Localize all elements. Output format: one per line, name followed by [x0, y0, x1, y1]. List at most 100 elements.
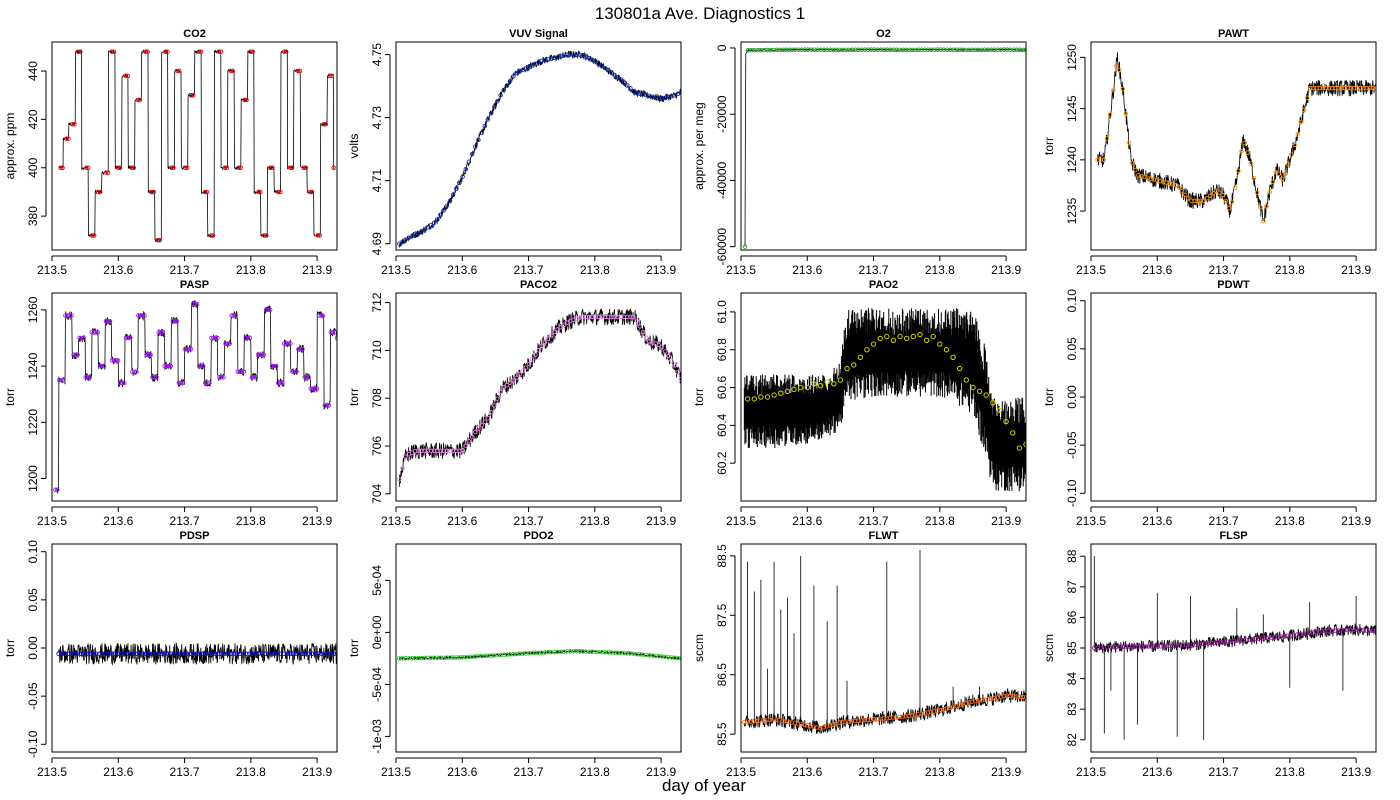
- data-point: [1104, 645, 1110, 650]
- data-point: [130, 369, 135, 374]
- data-point: [466, 159, 472, 164]
- data-point: [154, 375, 159, 380]
- data-point: [100, 651, 105, 657]
- data-point: [250, 651, 255, 657]
- plot-frame: [395, 292, 682, 502]
- data-point: [884, 333, 890, 340]
- data-point: [923, 337, 930, 343]
- data-point: [219, 375, 224, 380]
- data-point: [780, 47, 786, 53]
- data-point: [115, 165, 121, 171]
- data-point: [1176, 185, 1182, 190]
- x-tick-label: 213.9: [991, 514, 1021, 528]
- data-point: [1367, 628, 1372, 633]
- data-point: [97, 363, 103, 369]
- data-point: [315, 233, 321, 238]
- data-point: [58, 165, 63, 171]
- data-point: [1211, 191, 1216, 196]
- data-point: [258, 189, 263, 195]
- data-point: [290, 651, 296, 657]
- data-point: [856, 718, 861, 723]
- data-point: [178, 651, 183, 657]
- data-point: [666, 353, 671, 359]
- data-point: [798, 384, 804, 391]
- data-point: [1364, 85, 1369, 91]
- data-point: [514, 375, 519, 381]
- x-tick-label: 213.7: [859, 514, 889, 528]
- data-point: [422, 227, 427, 232]
- series-trace: [54, 300, 337, 495]
- data-point: [307, 189, 313, 195]
- data-point: [457, 180, 462, 186]
- data-point: [256, 189, 261, 195]
- series-trace: [743, 688, 1026, 734]
- data-point: [275, 651, 280, 657]
- data-point: [643, 652, 649, 658]
- data-point: [403, 237, 408, 242]
- data-point: [1275, 634, 1281, 640]
- data-point: [91, 330, 97, 335]
- data-point: [105, 318, 111, 324]
- x-tick-label: 213.8: [236, 263, 266, 277]
- data-point: [1011, 47, 1016, 52]
- data-point: [207, 380, 212, 386]
- data-point: [151, 189, 156, 195]
- data-point: [188, 92, 194, 98]
- data-point: [1132, 167, 1138, 173]
- data-point: [233, 313, 238, 318]
- y-tick-label: 60.4: [715, 413, 729, 437]
- data-point: [831, 381, 837, 387]
- data-point: [135, 97, 141, 103]
- data-point: [111, 49, 117, 54]
- x-tick-label: 213.9: [302, 765, 332, 779]
- data-point: [419, 448, 424, 454]
- data-point: [1226, 206, 1232, 211]
- data-point: [599, 649, 605, 655]
- data-point: [132, 369, 137, 374]
- data-point: [76, 49, 81, 54]
- data-point: [1370, 85, 1376, 91]
- data-point: [1251, 175, 1257, 181]
- data-point: [1240, 637, 1246, 643]
- data-point: [1323, 628, 1328, 634]
- x-tick-label: 213.5: [726, 263, 756, 277]
- y-tick-label: 710: [370, 340, 384, 360]
- x-tick-label: 213.7: [514, 263, 544, 277]
- data-point: [1357, 627, 1363, 633]
- plot-area: [1095, 52, 1376, 224]
- data-point: [545, 650, 551, 655]
- data-point: [447, 448, 453, 454]
- data-point: [1339, 85, 1344, 91]
- data-point: [473, 429, 478, 435]
- data-point: [917, 331, 923, 338]
- data-point: [306, 375, 311, 380]
- data-point: [1308, 85, 1313, 91]
- data-point: [498, 389, 503, 395]
- x-tick-label: 213.5: [1076, 765, 1106, 779]
- data-point: [659, 344, 665, 350]
- data-point: [67, 313, 72, 318]
- data-point: [593, 59, 598, 64]
- data-point: [1114, 644, 1119, 650]
- data-point: [192, 301, 198, 307]
- data-point: [989, 47, 994, 53]
- data-point: [253, 651, 258, 657]
- data-point: [267, 307, 273, 313]
- data-point: [476, 426, 481, 431]
- data-point: [106, 651, 111, 657]
- data-point: [314, 386, 319, 391]
- data-point: [796, 47, 801, 52]
- data-point: [123, 73, 129, 79]
- data-point: [602, 65, 608, 71]
- data-point: [328, 330, 334, 335]
- data-point: [225, 341, 230, 346]
- data-point: [287, 165, 293, 171]
- y-tick-label: 85.5: [715, 722, 729, 746]
- data-point: [262, 233, 267, 238]
- data-point: [536, 650, 541, 656]
- x-tick-label: 213.8: [1275, 514, 1305, 528]
- y-tick-label: -5e-04: [370, 667, 384, 702]
- data-point: [213, 335, 218, 341]
- data-point: [758, 394, 764, 400]
- data-point: [250, 49, 255, 54]
